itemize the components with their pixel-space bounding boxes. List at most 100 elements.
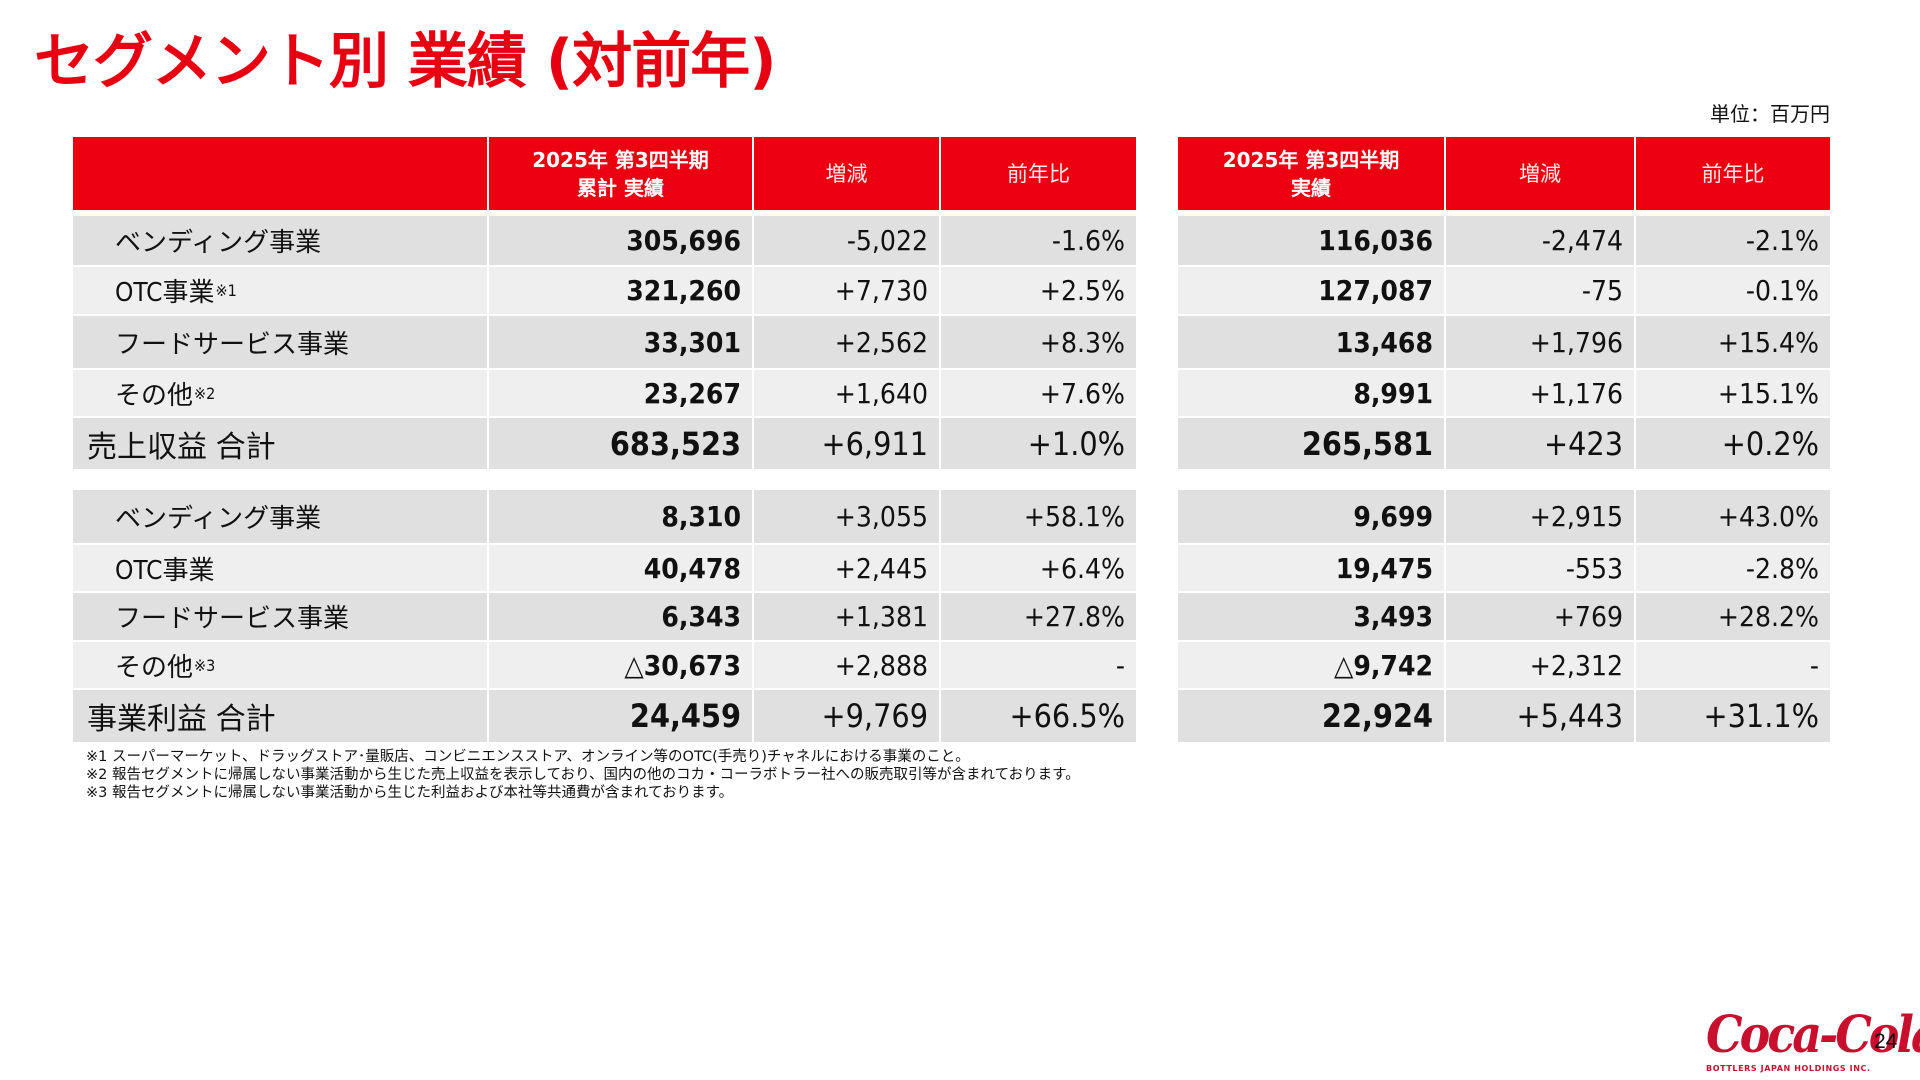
yoy-cell: +7.6%	[941, 370, 1136, 416]
row-label: OTC事業	[73, 545, 487, 591]
table-row: 8,991 +1,176 +15.1%	[1178, 370, 1830, 416]
header-line-2: 累計 実績	[577, 175, 664, 200]
change-cell: +2,915	[1446, 490, 1634, 543]
value-cell: 13,468	[1178, 316, 1444, 368]
table-header: 2025年 第3四半期 累計 実績 増減 前年比	[73, 137, 1136, 210]
revenue-total-row: 売上収益 合計 683,523 +6,911 +1.0%	[73, 418, 1136, 469]
yoy-cell: -	[941, 642, 1136, 688]
negative-triangle-marker: △	[624, 648, 644, 682]
value-cell: 19,475	[1178, 545, 1444, 591]
logo-subtitle: BOTTLERS JAPAN HOLDINGS INC.	[1706, 1064, 1871, 1073]
change-cell: +2,562	[754, 316, 939, 368]
change-cell: +423	[1446, 418, 1634, 469]
table-row: 19,475 -553 -2.8%	[1178, 545, 1830, 591]
table-row: 127,087 -75 -0.1%	[1178, 267, 1830, 314]
yoy-cell: +27.8%	[941, 593, 1136, 640]
change-cell: -5,022	[754, 216, 939, 265]
table-row: ベンディング事業 8,310 +3,055 +58.1%	[73, 490, 1136, 543]
header-cumulative-results: 2025年 第3四半期 累計 実績	[489, 137, 752, 210]
header-line-1: 2025年 第3四半期	[1222, 147, 1400, 172]
footnote-1: ※1 スーパーマーケット、ドラッグストア･量販店、コンビニエンスストア、オンライ…	[86, 749, 970, 765]
row-label: フードサービス事業	[73, 316, 487, 368]
change-cell: +1,796	[1446, 316, 1634, 368]
change-cell: +5,443	[1446, 690, 1634, 742]
yoy-cell: -0.1%	[1636, 267, 1830, 314]
value-cell: 33,301	[489, 316, 752, 368]
negative-triangle-marker: △	[1333, 648, 1354, 682]
yoy-cell: +66.5%	[941, 690, 1136, 742]
table-row: △ 9,742 +2,312 -	[1178, 642, 1830, 688]
value-cell: 305,696	[489, 216, 752, 265]
value-cell: 116,036	[1178, 216, 1444, 265]
table-row: ベンディング事業 305,696 -5,022 -1.6%	[73, 216, 1136, 265]
change-cell: +2,888	[754, 642, 939, 688]
yoy-cell: +8.3%	[941, 316, 1136, 368]
yoy-cell: -2.8%	[1636, 545, 1830, 591]
row-label: 事業利益 合計	[73, 690, 487, 742]
row-label: OTC事業 ※1	[73, 267, 487, 314]
row-label: その他 ※3	[73, 642, 487, 688]
footnote-ref: ※1	[215, 281, 237, 300]
yoy-cell: +1.0%	[941, 418, 1136, 469]
value-cell: 8,991	[1178, 370, 1444, 416]
footnotes: ※1 スーパーマーケット、ドラッグストア･量販店、コンビニエンスストア、オンライ…	[86, 748, 1080, 802]
table-header: 2025年 第3四半期 実績 増減 前年比	[1178, 137, 1830, 210]
section-gap	[73, 469, 1136, 488]
change-cell: -75	[1446, 267, 1634, 314]
change-cell: -2,474	[1446, 216, 1634, 265]
table-row: フードサービス事業 6,343 +1,381 +27.8%	[73, 593, 1136, 640]
value-cell: △ 30,673	[489, 642, 752, 688]
page-number: 24	[1874, 1030, 1898, 1053]
header-quarter-results: 2025年 第3四半期 実績	[1178, 137, 1444, 210]
row-label: 売上収益 合計	[73, 418, 487, 469]
profit-total-row: 事業利益 合計 24,459 +9,769 +66.5%	[73, 690, 1136, 742]
change-cell: +6,911	[754, 418, 939, 469]
footnote-3: ※3 報告セグメントに帰属しない事業活動から生じた利益および本社等共通費が含まれ…	[86, 785, 734, 801]
change-cell: +1,640	[754, 370, 939, 416]
table-row: OTC事業 40,478 +2,445 +6.4%	[73, 545, 1136, 591]
change-cell: +3,055	[754, 490, 939, 543]
cumulative-results-table: 2025年 第3四半期 累計 実績 増減 前年比 ベンディング事業 305,69…	[73, 137, 1136, 742]
change-cell: +9,769	[754, 690, 939, 742]
value-cell: 265,581	[1178, 418, 1444, 469]
page-title: セグメント別 業績 (対前年)	[34, 27, 777, 97]
table-row: その他 ※2 23,267 +1,640 +7.6%	[73, 370, 1136, 416]
yoy-cell: +15.1%	[1636, 370, 1830, 416]
header-line-1: 2025年 第3四半期	[532, 147, 709, 172]
yoy-cell: -	[1636, 642, 1830, 688]
table-row: 9,699 +2,915 +43.0%	[1178, 490, 1830, 543]
table-row: フードサービス事業 33,301 +2,562 +8.3%	[73, 316, 1136, 368]
unit-label: 単位：百万円	[1710, 102, 1830, 126]
header-change: 増減	[754, 137, 939, 210]
footnote-ref: ※3	[194, 655, 216, 675]
footnote-ref: ※2	[194, 383, 216, 403]
value-cell: △ 9,742	[1178, 642, 1444, 688]
yoy-cell: +0.2%	[1636, 418, 1830, 469]
yoy-cell: +43.0%	[1636, 490, 1830, 543]
coca-cola-logo-icon: Coca-Cola	[1706, 1004, 1920, 1065]
header-yoy: 前年比	[941, 137, 1136, 210]
table-row: 3,493 +769 +28.2%	[1178, 593, 1830, 640]
yoy-cell: +58.1%	[941, 490, 1136, 543]
value-cell: 24,459	[489, 690, 752, 742]
yoy-cell: +31.1%	[1636, 690, 1830, 742]
change-cell: -553	[1446, 545, 1634, 591]
footnote-2: ※2 報告セグメントに帰属しない事業活動から生じた売上収益を表示しており、国内の…	[86, 767, 1080, 783]
yoy-cell: -1.6%	[941, 216, 1136, 265]
revenue-total-row: 265,581 +423 +0.2%	[1178, 418, 1830, 469]
company-logo: Coca-Cola BOTTLERS JAPAN HOLDINGS INC.	[1706, 1004, 1920, 1078]
yoy-cell: -2.1%	[1636, 216, 1830, 265]
change-cell: +2,312	[1446, 642, 1634, 688]
profit-total-row: 22,924 +5,443 +31.1%	[1178, 690, 1830, 742]
table-row: OTC事業 ※1 321,260 +7,730 +2.5%	[73, 267, 1136, 314]
row-label: その他 ※2	[73, 370, 487, 416]
row-label: ベンディング事業	[73, 216, 487, 265]
yoy-cell: +28.2%	[1636, 593, 1830, 640]
value-cell: 9,699	[1178, 490, 1444, 543]
header-change: 増減	[1446, 137, 1634, 210]
table-row: 116,036 -2,474 -2.1%	[1178, 216, 1830, 265]
table-row: 13,468 +1,796 +15.4%	[1178, 316, 1830, 368]
value-cell: 321,260	[489, 267, 752, 314]
header-blank-cell	[73, 137, 487, 210]
table-row: その他 ※3 △ 30,673 +2,888 -	[73, 642, 1136, 688]
